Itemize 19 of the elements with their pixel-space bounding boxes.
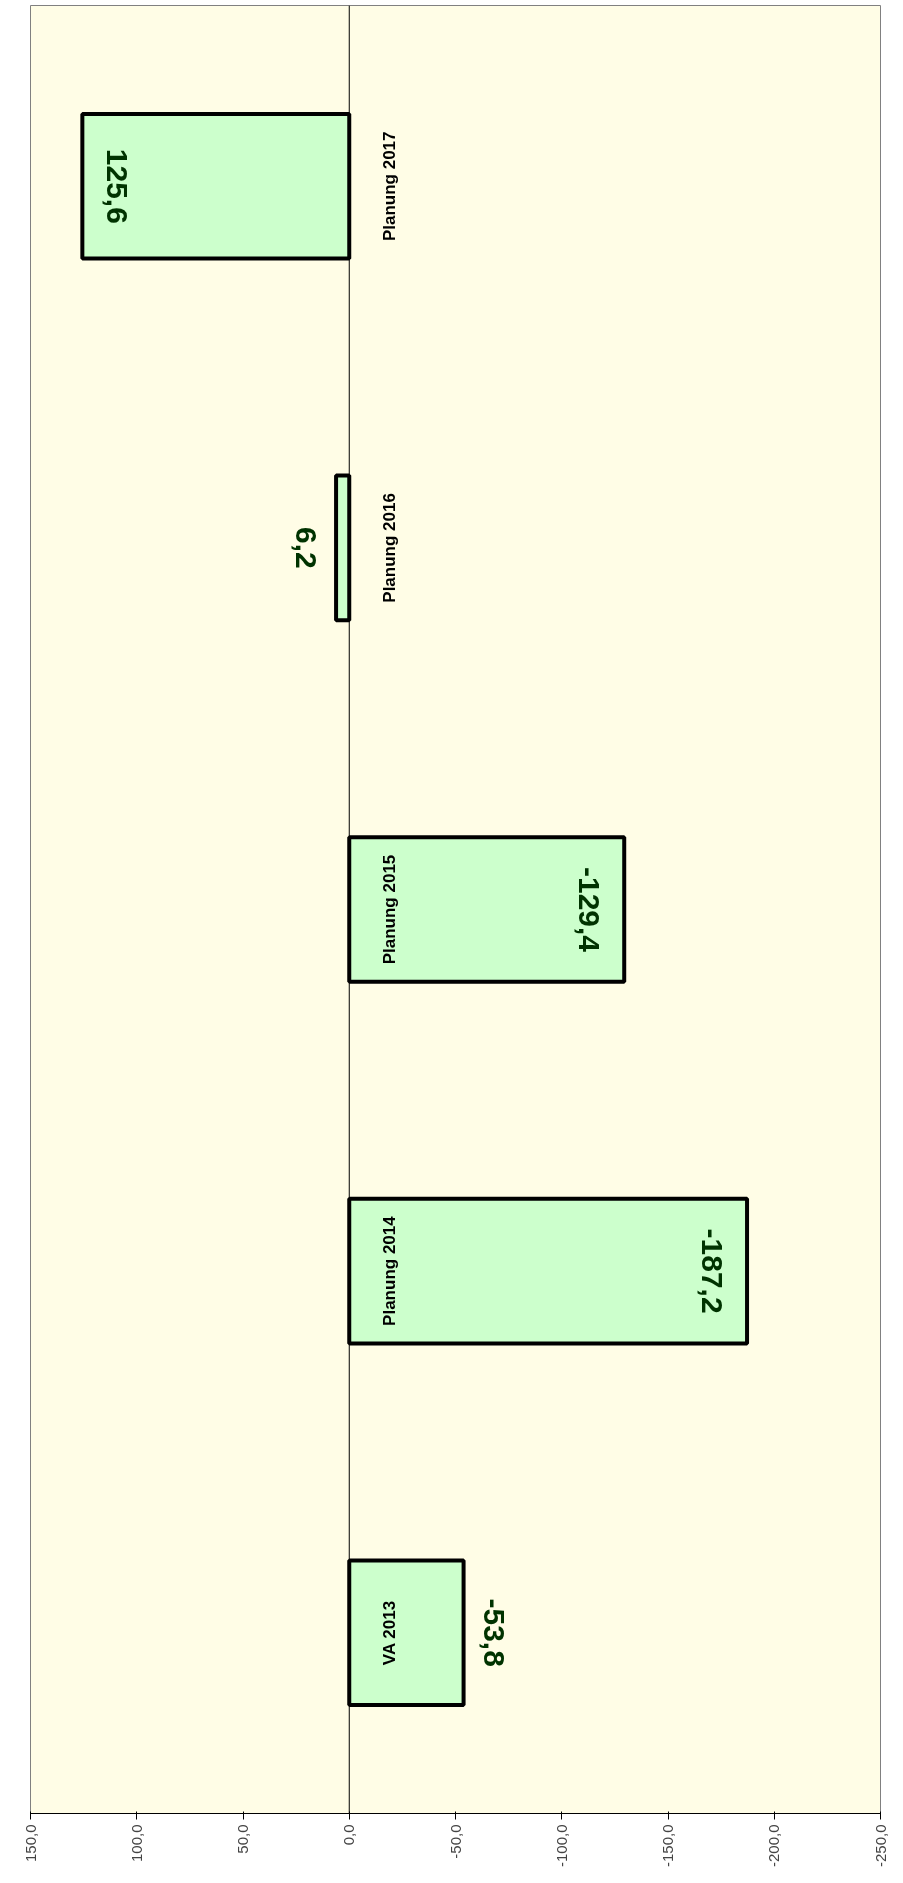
x-tick-label: 100,0	[127, 1824, 145, 1863]
data-label: 125,6	[101, 148, 135, 224]
x-tick-label: -200,0	[765, 1824, 783, 1868]
data-label: 6,2	[290, 527, 324, 569]
x-tick-label: -150,0	[659, 1824, 676, 1868]
data-label: -187,2	[696, 1228, 730, 1314]
x-tick-label: 150,0	[21, 1824, 39, 1863]
y-tick-label: VA 2013	[379, 1600, 399, 1666]
data-label: -129,4	[573, 866, 607, 953]
x-tick-label: -100,0	[552, 1824, 570, 1868]
x-tick-label: -50,0	[446, 1824, 464, 1859]
y-tick-label: Planung 2016	[379, 493, 399, 603]
y-tick-label: Planung 2015	[379, 854, 399, 965]
data-label: -53,8	[477, 1598, 511, 1667]
y-tick-label: Planung 2014	[379, 1215, 399, 1326]
y-tick-label: Planung 2017	[379, 131, 399, 242]
x-tick-label: 0,0	[340, 1824, 358, 1846]
x-tick-label: -250,0	[871, 1824, 889, 1868]
x-tick-label: 50,0	[234, 1824, 251, 1854]
